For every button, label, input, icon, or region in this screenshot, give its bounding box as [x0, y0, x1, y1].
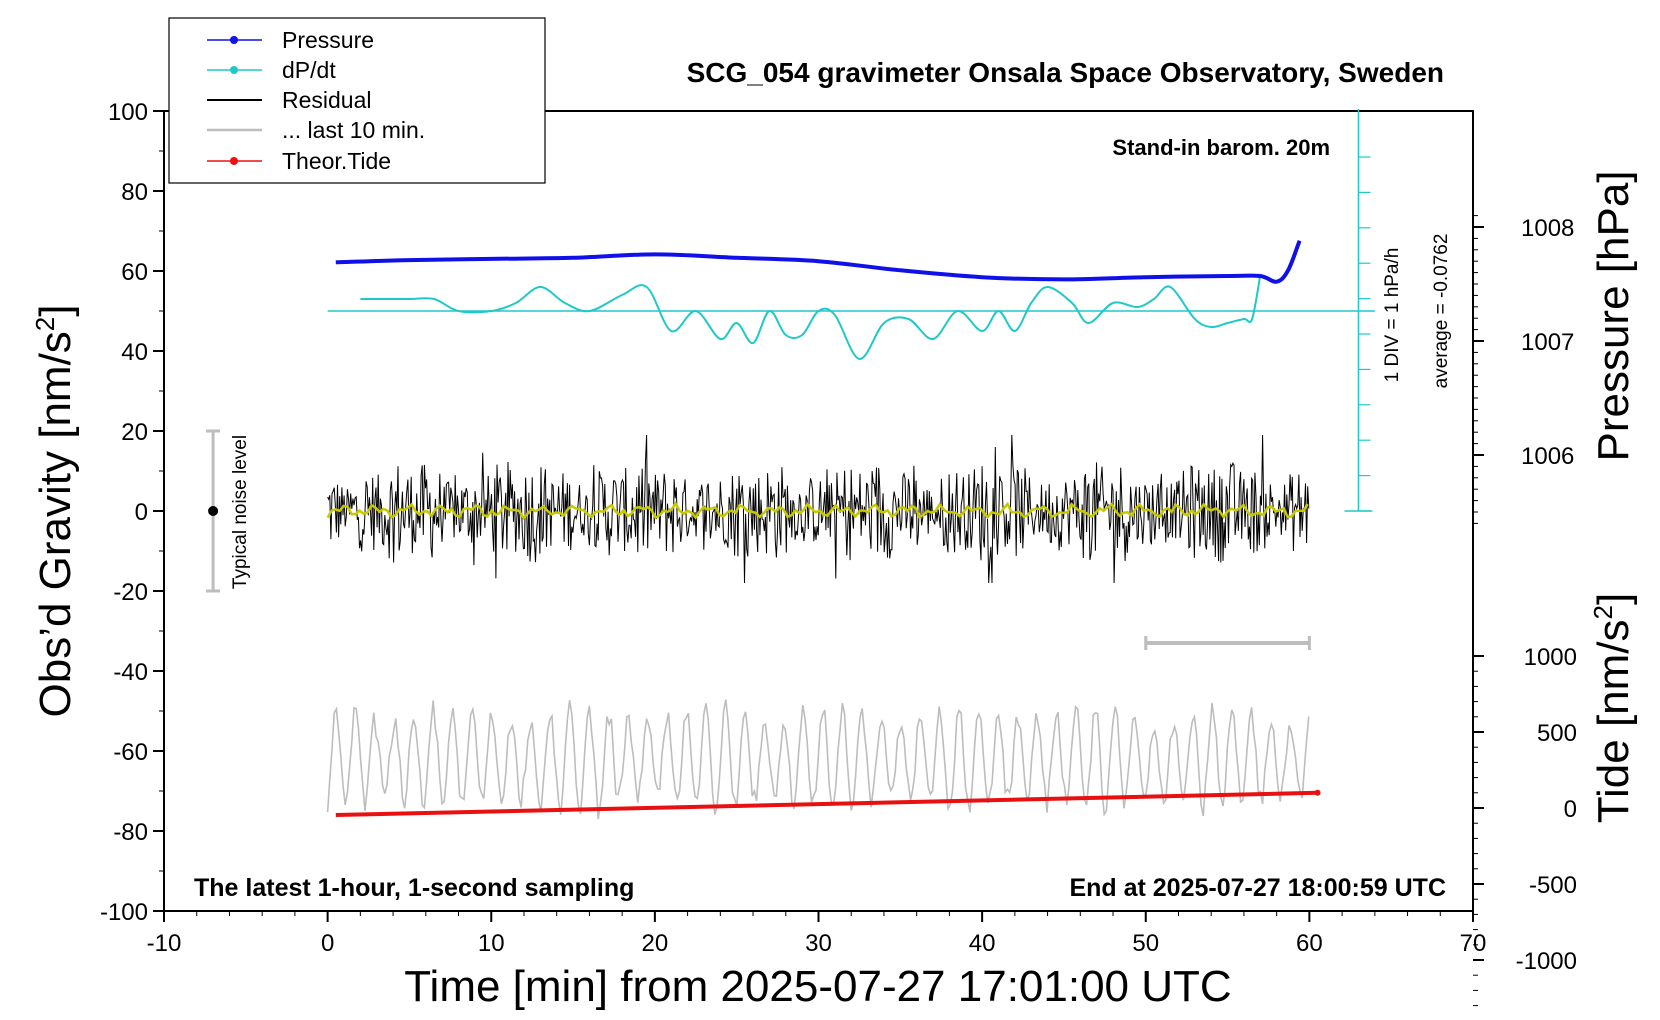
tide-tick-label: 0 [1564, 796, 1577, 823]
div-scale-label: 1 DIV = 1 hPa/h [1382, 248, 1403, 383]
tide-tick-label: -500 [1529, 872, 1577, 899]
noise-bar-center [208, 506, 219, 516]
tide-tick-label: 500 [1537, 720, 1577, 747]
y-tick-label: -60 [113, 739, 148, 766]
y-axis-label-tide-sup: 2 [1588, 605, 1618, 619]
pressure-line [335, 239, 1302, 284]
x-tick-label: -10 [147, 930, 182, 957]
y-tick-label: -20 [113, 579, 148, 606]
ticks-layer: -10 0 10 20 30 40 50 60 70100806040200-20-40-60-… [100, 99, 1577, 1007]
y-axis-label-left-sup: 2 [30, 317, 60, 331]
legend-label-pressure: Pressure [282, 27, 374, 53]
legend-marker-tide [230, 157, 238, 165]
x-tick-label: 40 [969, 930, 996, 957]
legend-label-residual: Residual [282, 87, 372, 113]
tide-tick-label: 1000 [1524, 644, 1577, 671]
pressure-tick-label: 1007 [1521, 329, 1574, 356]
tide-end-marker [1314, 789, 1321, 796]
residual-line [327, 434, 1310, 584]
y-axis-label-left-end: ] [31, 304, 80, 316]
legend-label-last10: ... last 10 min. [282, 117, 425, 143]
tide-line [335, 790, 1318, 817]
legend-marker-dpdt [230, 66, 238, 74]
end-time-annotation: End at 2025-07-27 18:00:59 UTC [1069, 874, 1446, 902]
residual-smooth-line [326, 501, 1309, 521]
series-layer [206, 109, 1375, 820]
noise-label: Typical noise level [230, 435, 251, 589]
tide-tick-label: -1000 [1516, 948, 1577, 975]
y-tick-label: 20 [121, 419, 148, 446]
x-tick-label: 0 [321, 930, 334, 957]
pressure-tick-label: 1008 [1521, 215, 1574, 242]
x-tick-label: 20 [642, 930, 669, 957]
x-tick-label: 70 [1460, 930, 1487, 957]
y-tick-label: 40 [121, 339, 148, 366]
y-axis-label-tide-main: Tide [nm/s [1589, 619, 1638, 823]
y-axis-label-tide-end: ] [1589, 593, 1638, 605]
legend: Pressure dP/dt Residual ... last 10 min.… [168, 17, 546, 184]
y-tick-label: -80 [113, 819, 148, 846]
y-axis-label-tide: Tide [nm/s2] [1588, 593, 1638, 823]
y-axis-label-pressure: Pressure [hPa] [1589, 170, 1638, 461]
chart-title: SCG_054 gravimeter Onsala Space Observat… [687, 57, 1444, 88]
average-label: average = -0.0762 [1431, 234, 1452, 389]
y-tick-label: 100 [108, 99, 148, 126]
x-tick-label: 30 [805, 930, 832, 957]
legend-label-dpdt: dP/dt [282, 57, 336, 83]
x-tick-label: 50 [1132, 930, 1159, 957]
x-tick-label: 60 [1296, 930, 1323, 957]
legend-label-tide: Theor.Tide [282, 148, 391, 174]
y-tick-label: 80 [121, 179, 148, 206]
x-axis-label: Time [min] from 2025-07-27 17:01:00 UTC [404, 962, 1231, 1011]
dpdt-line [360, 274, 1262, 360]
y-axis-label-left-main: Obs’d Gravity [nm/s [31, 331, 80, 717]
y-tick-label: -40 [113, 659, 148, 686]
y-axis-label-left: Obs’d Gravity [nm/s2] [30, 304, 80, 717]
y-tick-label: 60 [121, 259, 148, 286]
y-tick-label: -100 [100, 899, 148, 926]
sampling-annotation: The latest 1-hour, 1-second sampling [194, 874, 634, 902]
x-tick-label: 10 [478, 930, 505, 957]
y-tick-label: 0 [135, 499, 148, 526]
barometer-annotation: Stand-in barom. 20m [1112, 135, 1330, 160]
legend-marker-pressure [230, 36, 238, 44]
pressure-tick-label: 1006 [1521, 443, 1574, 470]
